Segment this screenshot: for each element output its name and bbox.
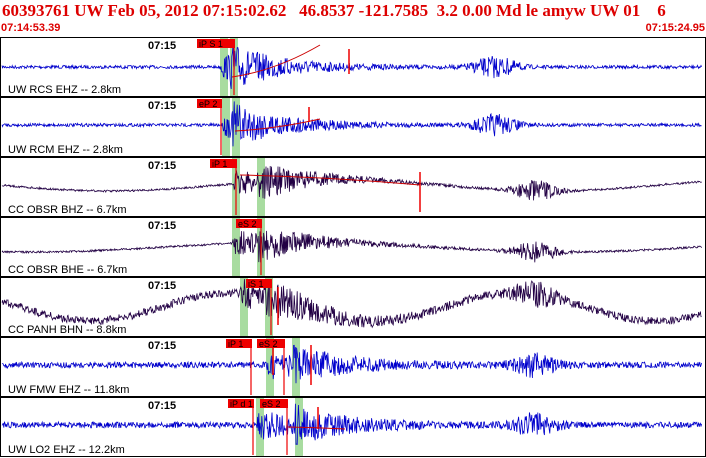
waveform <box>1 45 702 90</box>
pick-label: eP 2 <box>199 99 217 109</box>
pick-flag <box>257 339 285 348</box>
waveform <box>1 279 702 329</box>
arrival-window <box>240 278 248 336</box>
waveform <box>1 101 702 147</box>
time-tick-label: 07:15 <box>148 160 176 172</box>
waveform <box>1 344 702 384</box>
time-tick-label: 07:15 <box>148 400 176 412</box>
event-header: 60393761 UW Feb 05, 2012 07:15:02.62 46.… <box>2 1 666 20</box>
coda-fit-line <box>231 44 321 78</box>
pick-label: eS 2 <box>259 339 278 349</box>
station-label: CC OBSR BHZ -- 6.7km <box>8 204 127 216</box>
arrival-window <box>266 338 274 396</box>
trace-panel: 07:15 eP 2 UW RCM EHZ -- 2.8km <box>0 97 706 157</box>
phase-pick[interactable]: iP d 1 <box>228 399 254 455</box>
station-label: CC OBSR BHE -- 6.7km <box>8 264 127 276</box>
phase-pick[interactable]: iP S 1 <box>197 39 235 95</box>
phase-pick[interactable]: eS 2 <box>260 399 288 455</box>
trace-panel: 07:15 iP S 1 UW RCS EHZ -- 2.8km <box>0 37 706 97</box>
phase-pick[interactable]: eP 2 <box>197 99 222 155</box>
time-tick-label: 07:15 <box>148 220 176 232</box>
waveform <box>1 230 702 263</box>
coda-fit-line <box>239 174 421 186</box>
trace-panel: 07:15 iP d 1 eS 2 UW LO2 EHZ -- 12.2km <box>0 397 706 457</box>
pick-label: iP 1 <box>228 339 243 349</box>
time-tick-label: 07:15 <box>148 40 176 52</box>
end-time: 07:15:24.95 <box>645 22 705 34</box>
pick-label: iP 1 <box>212 159 227 169</box>
pick-flag <box>197 99 222 108</box>
time-tick-label: 07:15 <box>148 280 176 292</box>
phase-pick[interactable]: iP 1 <box>226 339 252 395</box>
phase-pick[interactable]: iP 1 <box>210 159 237 215</box>
station-label: UW RCM EHZ -- 2.8km <box>8 144 123 156</box>
trace-panel: 07:15 iP 1 CC OBSR BHZ -- 6.7km <box>0 157 706 217</box>
pick-flag <box>228 399 254 408</box>
trace-panel: 07:15 iP 1 eS 2 UW FMW EHZ -- 11.8km <box>0 337 706 397</box>
station-label: CC PANH BHN -- 8.8km <box>8 324 126 336</box>
phase-pick[interactable]: iS 1 <box>246 279 272 335</box>
pick-flag <box>197 39 235 48</box>
panel-frame <box>0 157 706 217</box>
arrival-window <box>222 98 230 156</box>
waveform <box>1 165 702 201</box>
pick-flag <box>260 399 288 408</box>
pick-flag <box>236 219 262 228</box>
pick-label: eS 2 <box>238 219 257 229</box>
pick-label: iP d 1 <box>230 399 253 409</box>
time-tick-label: 07:15 <box>148 100 176 112</box>
coda-fit-line <box>234 118 321 132</box>
time-tick-label: 07:15 <box>148 340 176 352</box>
pick-flag <box>246 279 272 288</box>
station-label: UW RCS EHZ -- 2.8km <box>8 84 121 96</box>
trace-panel: 07:15 iS 1 CC PANH BHN -- 8.8km <box>0 277 706 337</box>
phase-pick[interactable]: eS 2 <box>236 219 262 275</box>
waveform <box>1 403 702 446</box>
pick-label: eS 2 <box>262 399 281 409</box>
pick-flag <box>226 339 252 348</box>
station-label: UW LO2 EHZ -- 12.2km <box>8 444 125 456</box>
panel-frame <box>0 217 706 277</box>
pick-flag <box>210 159 237 168</box>
start-time: 07:14:53.39 <box>1 22 61 34</box>
trace-panel: 07:15 eS 2 CC OBSR BHE -- 6.7km <box>0 217 706 277</box>
station-label: UW FMW EHZ -- 11.8km <box>8 384 129 396</box>
coda-fit-line <box>287 426 346 430</box>
phase-pick[interactable]: eS 2 <box>257 339 285 395</box>
pick-label: iP S 1 <box>199 39 223 49</box>
pick-label: iS 1 <box>248 279 264 289</box>
